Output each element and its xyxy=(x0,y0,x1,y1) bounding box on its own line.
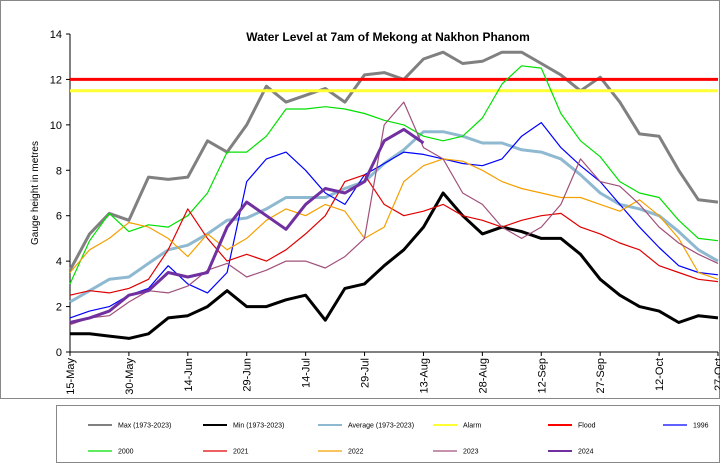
series-line xyxy=(69,65,719,285)
legend-label: 2023 xyxy=(463,449,479,456)
y-axis-label: Gauge height in metres xyxy=(30,141,41,245)
legend-label: Max (1973-2023) xyxy=(118,423,171,430)
series-line xyxy=(69,158,719,280)
x-tick-label: 15-May xyxy=(65,358,77,395)
x-tick-label: 30-May xyxy=(124,358,136,395)
y-tick-label: 0 xyxy=(56,347,62,359)
series-line xyxy=(69,101,719,326)
y-tick-label: 4 xyxy=(56,256,62,268)
y-tick-label: 6 xyxy=(56,211,62,223)
y-tick-label: 10 xyxy=(50,120,62,132)
x-tick-label: 27-Sep xyxy=(595,358,607,393)
y-tick-label: 14 xyxy=(50,29,62,41)
x-tick-label: 12-Oct xyxy=(654,358,666,391)
legend-label: Flood xyxy=(578,423,596,430)
chart-frame xyxy=(0,0,720,399)
series-line xyxy=(70,191,719,340)
x-tick-label: 14-Jul xyxy=(301,358,313,388)
x-tick-label: 29-Jul xyxy=(360,358,372,388)
legend-label: Alarm xyxy=(463,423,481,430)
legend-label: 1996 xyxy=(693,423,709,430)
legend-label: Min (1973-2023) xyxy=(233,423,284,430)
legend-frame xyxy=(56,405,720,463)
y-tick-label: 8 xyxy=(56,165,62,177)
x-tick-label: 28-Aug xyxy=(477,358,489,393)
legend-label: 2021 xyxy=(233,449,249,456)
y-tick-label: 2 xyxy=(56,302,62,314)
chart-title: Water Level at 7am of Mekong at Nakhon P… xyxy=(246,30,530,44)
x-tick-label: 27-Oct xyxy=(713,358,720,391)
series-line xyxy=(69,174,719,296)
x-tick-label: 13-Aug xyxy=(418,358,430,393)
series-line xyxy=(69,127,425,324)
x-tick-label: 29-Jun xyxy=(242,358,254,392)
legend-label: 2024 xyxy=(578,449,594,456)
legend-label: 2022 xyxy=(348,449,364,456)
y-tick-label: 12 xyxy=(50,74,62,86)
legend-label: Average (1973-2023) xyxy=(348,423,414,430)
x-tick-label: 14-Jun xyxy=(183,358,195,392)
legend-label: 2000 xyxy=(118,449,134,456)
x-tick-label: 12-Sep xyxy=(536,358,548,393)
